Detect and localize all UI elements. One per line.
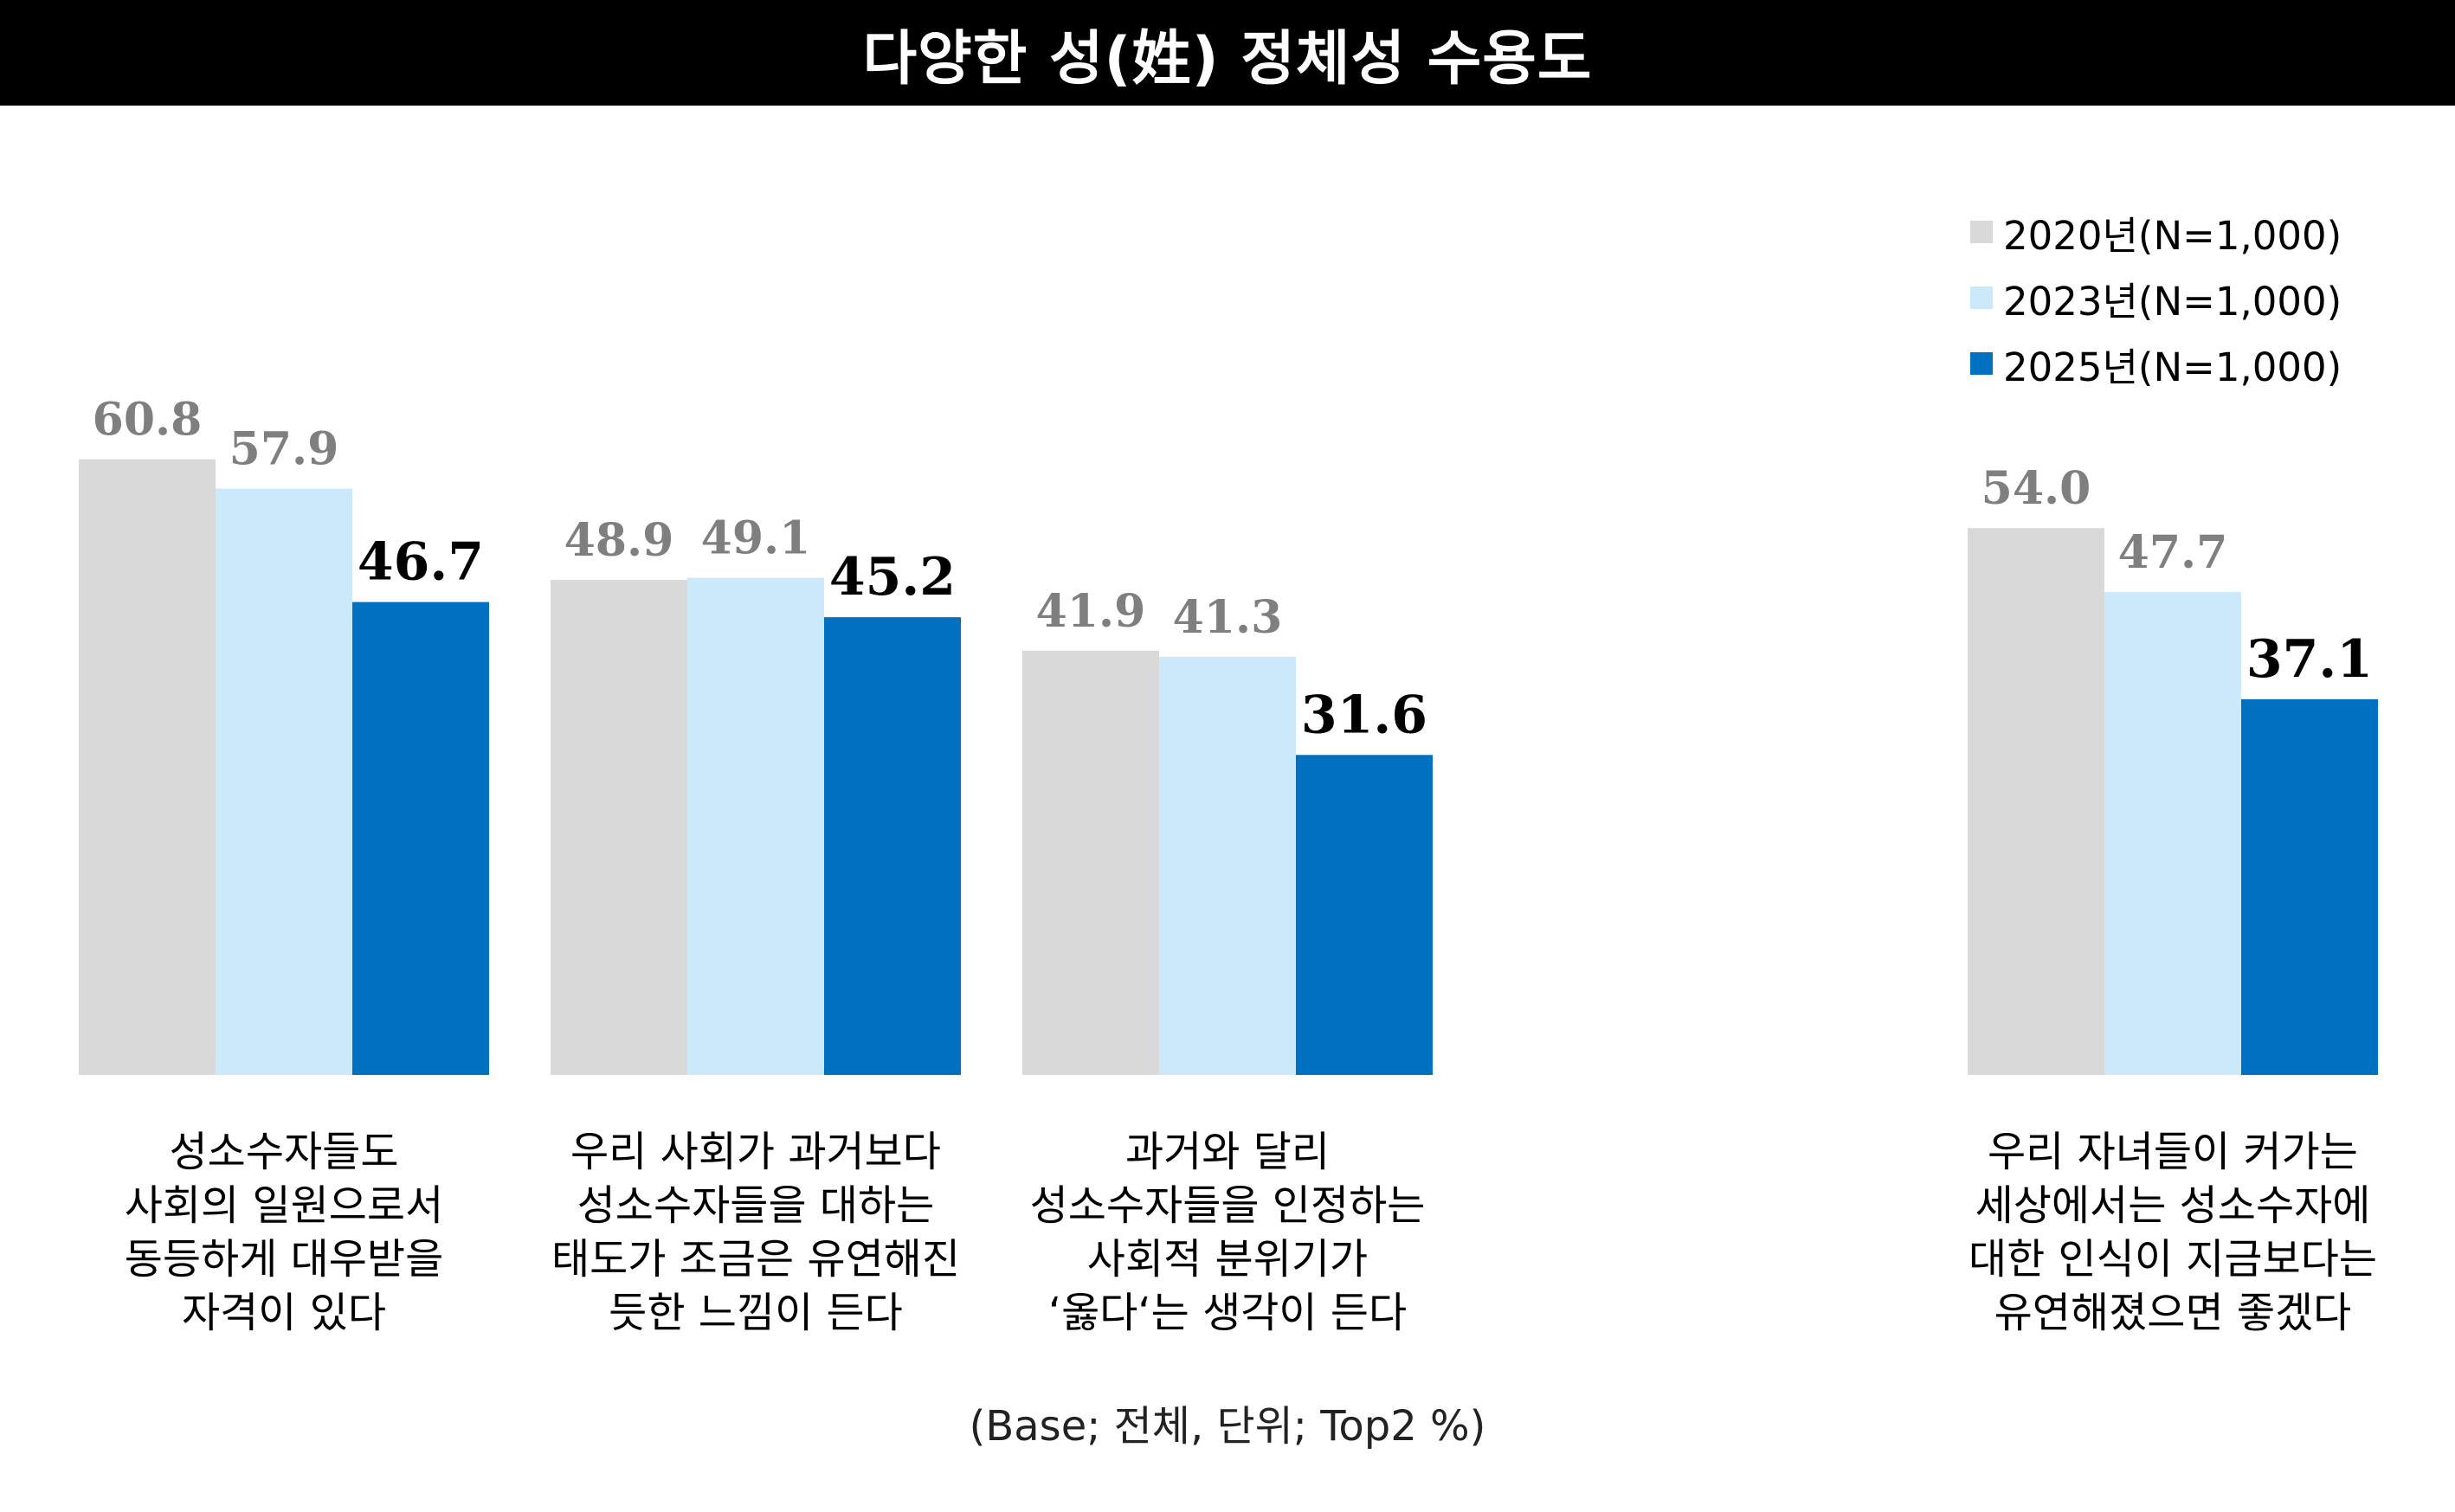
bar-2025-cat2: [824, 617, 961, 1075]
bar-2023-cat2: [687, 577, 824, 1075]
value-label-2025-cat3: 31.6: [1301, 685, 1427, 745]
legend-swatch-2025: [1970, 352, 1993, 375]
value-label-2025-cat4: 37.1: [2246, 629, 2373, 690]
legend-label-2025: 2025년(N=1,000): [2003, 344, 2342, 390]
value-label-2025-cat1: 46.7: [358, 532, 484, 593]
category-label-2: 우리 사회가 과거보다 성소수자들을 대하는 태도가 조금은 유연해진 듯한 느…: [551, 1128, 961, 1337]
bar-2023-cat3: [1159, 656, 1296, 1075]
value-label-2023-cat2: 49.1: [701, 512, 811, 565]
value-label-2020-cat3: 41.9: [1036, 585, 1146, 638]
value-label-2020-cat2: 48.9: [564, 514, 674, 567]
bar-2023-cat4: [2104, 591, 2241, 1075]
bar-2025-cat3: [1296, 755, 1433, 1075]
category-label-3: 과거와 달리 성소수자들을 인정하는 사회적 분위기가 ‘옳다‘는 생각이 든다: [1029, 1128, 1426, 1337]
chart-title: 다양한 성(姓) 정체성 수용도: [862, 24, 1593, 93]
value-label-2025-cat2: 45.2: [829, 547, 956, 608]
value-label-2023-cat4: 47.7: [2118, 526, 2228, 579]
bar-2025-cat1: [352, 602, 489, 1075]
value-label-2020-cat1: 60.8: [93, 394, 203, 447]
bar-2020-cat3: [1022, 650, 1159, 1075]
legend-item-2025: 2025년(N=1,000): [1970, 331, 2342, 396]
bar-2020-cat1: [79, 459, 216, 1075]
category-label-1: 성소수자들도 사회의 일원으로서 동등하게 대우받을 자격이 있다: [124, 1128, 444, 1337]
bar-2025-cat4: [2241, 698, 2378, 1075]
base-note: (Base; 전체, 단위; Top2 %): [969, 1402, 1486, 1451]
legend-item-2020: 2020년(N=1,000): [1970, 199, 2342, 265]
bar-2020-cat4: [1968, 528, 2104, 1075]
bar-2023-cat1: [216, 488, 352, 1075]
legend-label-2023: 2023년(N=1,000): [2003, 278, 2342, 325]
legend-swatch-2020: [1970, 221, 1993, 243]
category-label-4: 우리 자녀들이 커가는 세상에서는 성소수자에 대한 인식이 지금보다는 유연해…: [1968, 1128, 2378, 1337]
bar-2020-cat2: [551, 579, 687, 1075]
value-label-2020-cat4: 54.0: [1981, 462, 2091, 515]
legend: 2020년(N=1,000) 2023년(N=1,000) 2025년(N=1,…: [1970, 199, 2342, 396]
legend-label-2020: 2020년(N=1,000): [2003, 212, 2342, 259]
legend-swatch-2023: [1970, 286, 1993, 309]
value-label-2023-cat1: 57.9: [229, 423, 339, 476]
value-label-2023-cat3: 41.3: [1173, 591, 1283, 644]
legend-item-2023: 2023년(N=1,000): [1970, 265, 2342, 331]
title-bar: 다양한 성(姓) 정체성 수용도: [0, 0, 2455, 106]
